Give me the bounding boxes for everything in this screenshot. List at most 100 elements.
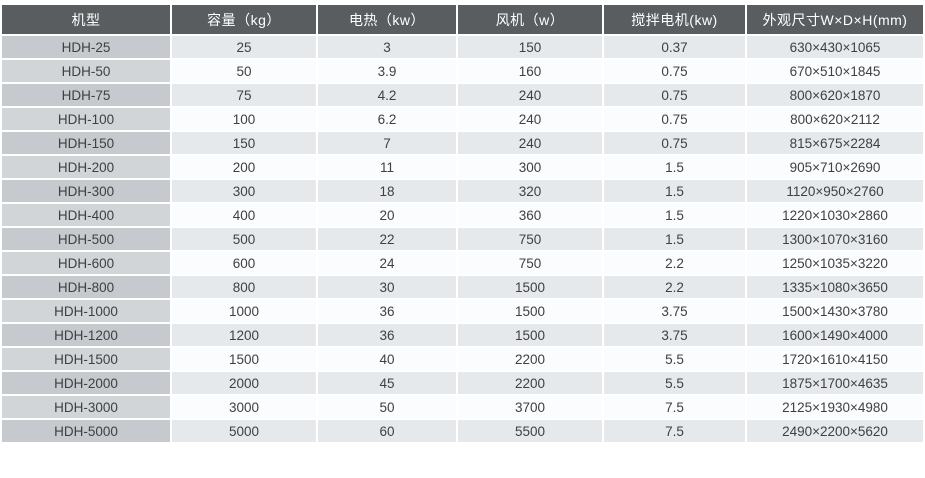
- model-cell: HDH-500: [0, 226, 172, 252]
- column-header-motor: 搅拌电机(kw): [602, 3, 747, 36]
- fan-cell: 2200: [456, 346, 604, 372]
- capacity-cell: 50: [170, 58, 318, 84]
- capacity-cell: 75: [170, 82, 318, 108]
- heating-cell: 3: [316, 34, 458, 60]
- motor-cell: 1.5: [602, 202, 747, 228]
- dimensions-cell: 815×675×2284: [745, 130, 925, 156]
- motor-cell: 7.5: [602, 394, 747, 420]
- heating-cell: 30: [316, 274, 458, 300]
- fan-cell: 3700: [456, 394, 604, 420]
- motor-cell: 1.5: [602, 226, 747, 252]
- fan-cell: 240: [456, 106, 604, 132]
- model-cell: HDH-5000: [0, 418, 172, 444]
- motor-cell: 0.75: [602, 82, 747, 108]
- capacity-cell: 200: [170, 154, 318, 180]
- capacity-cell: 300: [170, 178, 318, 204]
- motor-cell: 7.5: [602, 418, 747, 444]
- heating-cell: 11: [316, 154, 458, 180]
- dimensions-cell: 2125×1930×4980: [745, 394, 925, 420]
- heating-cell: 22: [316, 226, 458, 252]
- table-row: HDH-300 300 18 320 1.5 1120×950×2760: [0, 178, 925, 204]
- fan-cell: 1500: [456, 322, 604, 348]
- capacity-cell: 150: [170, 130, 318, 156]
- motor-cell: 3.75: [602, 298, 747, 324]
- dimensions-cell: 800×620×1870: [745, 82, 925, 108]
- motor-cell: 0.75: [602, 130, 747, 156]
- dimensions-cell: 1720×1610×4150: [745, 346, 925, 372]
- motor-cell: 3.75: [602, 322, 747, 348]
- table-row: HDH-800 800 30 1500 2.2 1335×1080×3650: [0, 274, 925, 300]
- dimensions-cell: 1120×950×2760: [745, 178, 925, 204]
- motor-cell: 0.37: [602, 34, 747, 60]
- fan-cell: 160: [456, 58, 604, 84]
- dimensions-cell: 800×620×2112: [745, 106, 925, 132]
- heating-cell: 45: [316, 370, 458, 396]
- column-header-dimensions: 外观尺寸W×D×H(mm): [745, 3, 925, 36]
- capacity-cell: 1200: [170, 322, 318, 348]
- fan-cell: 240: [456, 130, 604, 156]
- dimensions-cell: 2490×2200×5620: [745, 418, 925, 444]
- table-row: HDH-1200 1200 36 1500 3.75 1600×1490×4000: [0, 322, 925, 348]
- dimensions-cell: 905×710×2690: [745, 154, 925, 180]
- model-cell: HDH-400: [0, 202, 172, 228]
- table-body: HDH-25 25 3 150 0.37 630×430×1065 HDH-50 50 3.9 1…: [0, 34, 925, 444]
- heating-cell: 4.2: [316, 82, 458, 108]
- heating-cell: 36: [316, 298, 458, 324]
- dimensions-cell: 1600×1490×4000: [745, 322, 925, 348]
- model-cell: HDH-300: [0, 178, 172, 204]
- model-cell: HDH-150: [0, 130, 172, 156]
- motor-cell: 2.2: [602, 274, 747, 300]
- fan-cell: 750: [456, 250, 604, 276]
- model-cell: HDH-1500: [0, 346, 172, 372]
- model-cell: HDH-50: [0, 58, 172, 84]
- model-cell: HDH-3000: [0, 394, 172, 420]
- capacity-cell: 1500: [170, 346, 318, 372]
- capacity-cell: 400: [170, 202, 318, 228]
- heating-cell: 6.2: [316, 106, 458, 132]
- capacity-cell: 500: [170, 226, 318, 252]
- fan-cell: 360: [456, 202, 604, 228]
- model-cell: HDH-800: [0, 274, 172, 300]
- heating-cell: 60: [316, 418, 458, 444]
- fan-cell: 320: [456, 178, 604, 204]
- fan-cell: 240: [456, 82, 604, 108]
- column-header-heating: 电热（kw）: [316, 3, 458, 36]
- fan-cell: 5500: [456, 418, 604, 444]
- capacity-cell: 2000: [170, 370, 318, 396]
- dimensions-cell: 1250×1035×3220: [745, 250, 925, 276]
- capacity-cell: 3000: [170, 394, 318, 420]
- product-spec-table: 机型 容量（kg） 电热（kw） 风机（w） 搅拌电机(kw) 外观尺寸W×D×…: [0, 3, 925, 444]
- table-row: HDH-200 200 11 300 1.5 905×710×2690: [0, 154, 925, 180]
- dimensions-cell: 1300×1070×3160: [745, 226, 925, 252]
- capacity-cell: 1000: [170, 298, 318, 324]
- heating-cell: 24: [316, 250, 458, 276]
- heating-cell: 20: [316, 202, 458, 228]
- model-cell: HDH-25: [0, 34, 172, 60]
- model-cell: HDH-75: [0, 82, 172, 108]
- model-cell: HDH-1000: [0, 298, 172, 324]
- motor-cell: 1.5: [602, 178, 747, 204]
- dimensions-cell: 1220×1030×2860: [745, 202, 925, 228]
- heating-cell: 36: [316, 322, 458, 348]
- capacity-cell: 25: [170, 34, 318, 60]
- heating-cell: 3.9: [316, 58, 458, 84]
- motor-cell: 0.75: [602, 58, 747, 84]
- table-row: HDH-1500 1500 40 2200 5.5 1720×1610×4150: [0, 346, 925, 372]
- spec-table-container: 机型 容量（kg） 电热（kw） 风机（w） 搅拌电机(kw) 外观尺寸W×D×…: [0, 3, 925, 444]
- table-row: HDH-50 50 3.9 160 0.75 670×510×1845: [0, 58, 925, 84]
- capacity-cell: 100: [170, 106, 318, 132]
- dimensions-cell: 670×510×1845: [745, 58, 925, 84]
- table-row: HDH-3000 3000 50 3700 7.5 2125×1930×4980: [0, 394, 925, 420]
- motor-cell: 5.5: [602, 370, 747, 396]
- table-row: HDH-25 25 3 150 0.37 630×430×1065: [0, 34, 925, 60]
- table-row: HDH-1000 1000 36 1500 3.75 1500×1430×3780: [0, 298, 925, 324]
- capacity-cell: 800: [170, 274, 318, 300]
- heating-cell: 40: [316, 346, 458, 372]
- table-row: HDH-2000 2000 45 2200 5.5 1875×1700×4635: [0, 370, 925, 396]
- table-row: HDH-75 75 4.2 240 0.75 800×620×1870: [0, 82, 925, 108]
- fan-cell: 1500: [456, 298, 604, 324]
- column-header-capacity: 容量（kg）: [170, 3, 318, 36]
- table-header-row: 机型 容量（kg） 电热（kw） 风机（w） 搅拌电机(kw) 外观尺寸W×D×…: [0, 3, 925, 36]
- motor-cell: 2.2: [602, 250, 747, 276]
- table-row: HDH-400 400 20 360 1.5 1220×1030×2860: [0, 202, 925, 228]
